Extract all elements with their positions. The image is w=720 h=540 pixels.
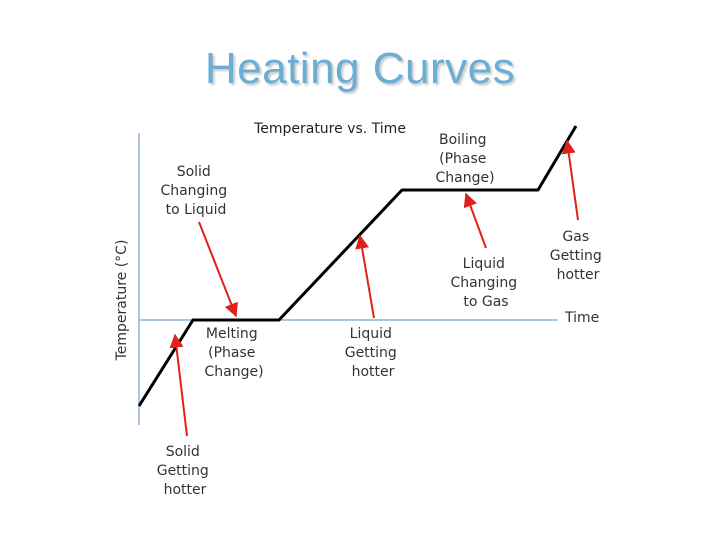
label-line: Change) [435,170,494,186]
label-line: Boiling [439,132,487,148]
label-line: Gas [562,229,589,245]
label-solid-hotter: Solid Getting hotter [157,444,214,498]
label-liquid-hotter: Liquid Getting hotter [345,326,402,380]
slide-title: Heating Curves [204,44,516,93]
arrow-solid-hotter [169,333,188,437]
label-line: (Phase [439,151,486,167]
chart-title: Temperature vs. Time [253,121,406,137]
y-axis-label: Temperature (°C) [114,240,130,362]
label-line: hotter [557,267,600,283]
label-line: Liquid [463,256,505,272]
label-line: Solid [166,444,200,460]
label-line: (Phase [208,345,255,361]
label-line: to Liquid [166,202,227,218]
label-line: Melting [206,326,258,342]
arrow-gas-hotter [561,139,579,221]
label-solid-changing: Solid Changing to Liquid [160,164,231,218]
label-line: Change) [204,364,263,380]
label-line: Getting [550,248,602,264]
label-line: Getting [345,345,397,361]
label-line: Liquid [350,326,392,342]
label-line: to Gas [463,294,508,310]
x-axis-label: Time [564,310,599,326]
label-line: Solid [177,164,211,180]
label-liquid-to-gas: Liquid Changing to Gas [450,256,521,310]
label-line: Changing [160,183,227,199]
arrow-liquid-hotter [355,234,375,319]
label-melting: Melting (Phase Change) [204,326,263,380]
label-boiling: Boiling (Phase Change) [435,132,494,186]
label-line: Changing [450,275,517,291]
heating-curve [137,125,578,407]
label-gas-hotter: Gas Getting hotter [550,229,607,283]
label-line: hotter [352,364,395,380]
label-line: hotter [164,482,207,498]
arrow-liquid-to-gas [463,192,487,249]
label-line: Getting [157,463,209,479]
arrow-solid-changing [198,221,238,318]
